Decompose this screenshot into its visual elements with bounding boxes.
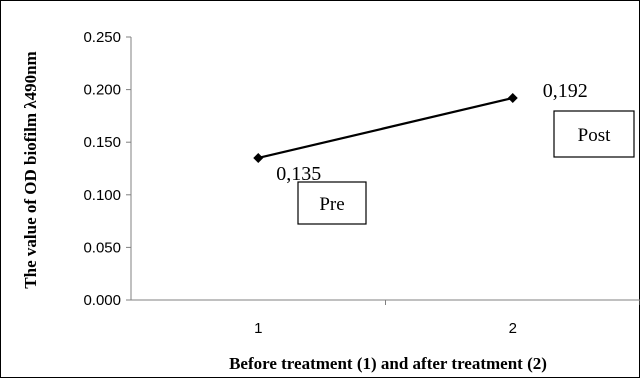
y-tick-label: 0.100 bbox=[83, 187, 121, 204]
y-tick-label: 0.200 bbox=[83, 82, 121, 99]
data-label: 0,192 bbox=[543, 80, 588, 102]
annotation-label: Post bbox=[578, 125, 611, 146]
y-axis-title: The value of OD biofilm λ490nm bbox=[21, 51, 40, 288]
x-tick-label: 2 bbox=[509, 320, 517, 337]
y-tick-label: 0.050 bbox=[83, 239, 121, 256]
annotation-box bbox=[297, 181, 367, 225]
series-line bbox=[257, 96, 514, 160]
data-point bbox=[253, 152, 264, 163]
data-label: 0,135 bbox=[276, 163, 321, 185]
x-axis-title: Before treatment (1) and after treatment… bbox=[229, 354, 547, 373]
y-tick-label: 0.250 bbox=[83, 29, 121, 46]
y-tick-label: 0.150 bbox=[83, 134, 121, 151]
labels-layer: 0,135 0,192 Pre Post bbox=[276, 80, 635, 225]
y-tick-label: 0.000 bbox=[83, 292, 121, 309]
annotation-label: Pre bbox=[319, 194, 344, 215]
series-layer bbox=[253, 93, 518, 163]
x-tick-label: 1 bbox=[254, 320, 262, 337]
y-ticks: 0.000 0.050 0.100 0.150 0.200 0.250 bbox=[83, 29, 131, 309]
annotation-box bbox=[553, 110, 635, 158]
data-point bbox=[507, 93, 518, 104]
